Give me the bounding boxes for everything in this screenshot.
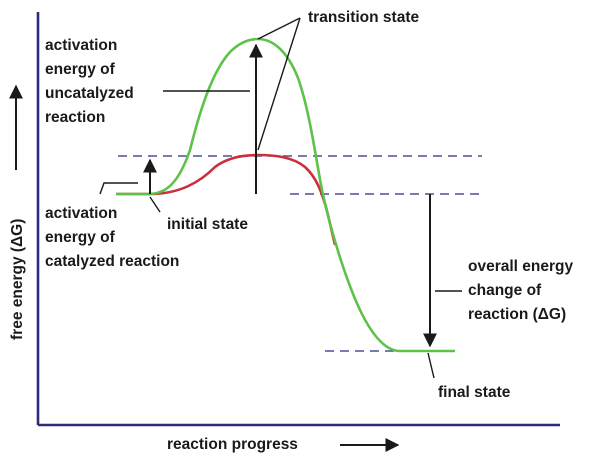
transition-leader-upper <box>257 17 301 40</box>
catalyzed-line-3: catalyzed reaction <box>45 253 179 270</box>
uncatalyzed-line-4: reaction <box>45 109 105 126</box>
x-axis-label: reaction progress <box>167 436 298 453</box>
final-state-label: final state <box>438 384 511 401</box>
overall-line-1: overall energy <box>468 258 573 275</box>
overall-line-3: reaction (ΔG) <box>468 306 566 323</box>
uncatalyzed-curve <box>116 37 455 353</box>
transition-state-label: transition state <box>308 9 419 26</box>
catalyzed-activation-label: activation energy of catalyzed reaction <box>45 205 179 270</box>
overall-energy-label: overall energy change of reaction (ΔG) <box>468 258 577 323</box>
initial-state-label: initial state <box>167 216 248 233</box>
catalyzed-line-2: energy of <box>45 229 116 246</box>
catalyzed-leader <box>99 182 138 195</box>
initial-state-leader <box>149 196 161 213</box>
final-state-leader <box>427 352 435 379</box>
transition-leader-lower <box>257 17 301 151</box>
uncatalyzed-line-3: uncatalyzed <box>45 85 134 102</box>
overall-line-2: change of <box>468 282 542 299</box>
catalyzed-line-1: activation <box>45 205 117 222</box>
y-axis-label: free energy (ΔG) <box>9 219 26 340</box>
uncatalyzed-line-2: energy of <box>45 61 116 78</box>
uncatalyzed-line-1: activation <box>45 37 117 54</box>
catalyzed-curve <box>116 153 337 246</box>
uncatalyzed-activation-label: activation energy of uncatalyzed reactio… <box>45 37 138 126</box>
